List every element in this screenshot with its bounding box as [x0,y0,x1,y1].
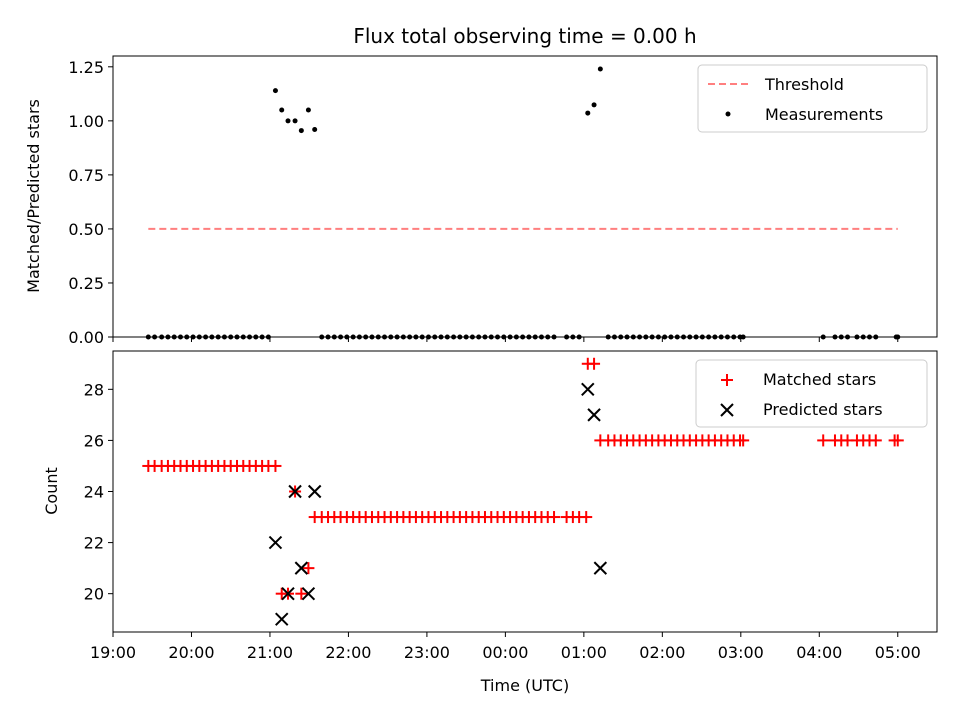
matched-star-point [891,434,904,447]
legend-matched-swatch [721,374,733,386]
matched-star-point [269,459,282,472]
predicted-star-point [288,484,302,499]
measurement-point [597,66,603,72]
x-tick-label: 22:00 [325,643,371,662]
predicted-star-point [587,408,601,422]
flux-ratio-y-tick-label: 0.75 [68,166,104,185]
x-axis-label: Time (UTC) [480,676,569,695]
star-count-y-tick-label: 26 [84,431,104,450]
x-tick-label: 21:00 [247,643,293,662]
matched-star-point [869,434,882,447]
flux-ratio-y-tick-label: 0.25 [68,274,104,293]
flux-ratio-y-tick-label: 0.00 [68,328,104,347]
measurement-point [305,107,311,113]
legend-predicted-label: Predicted stars [763,400,883,419]
flux-ratio-y-tick-label: 0.50 [68,220,104,239]
star-count-axes-frame [112,350,938,633]
matched-star-point [737,434,750,447]
matched-star-point [580,511,593,524]
measurement-point [279,107,285,113]
predicted-star-point [307,484,322,499]
predicted-star-point [268,535,283,550]
star-count-y-tick-label: 20 [84,585,104,604]
measurement-point [272,88,278,94]
star-count-y-tick-label: 24 [84,483,104,502]
star-count-y-tick-label: 28 [84,380,104,399]
flux-ratio-y-tick-label: 1.25 [68,58,104,77]
flux-ratio-legend: Threshold Measurements [697,64,928,133]
star-count-legend-box [695,359,928,428]
matched-star-point [295,587,308,600]
matched-star-point [588,357,601,370]
flux-ratio-y-tick-label: 1.00 [68,112,104,131]
chart-title: Flux total observing time = 0.00 h [353,24,696,48]
star-count-legend: Matched stars Predicted stars [695,359,928,428]
x-tick-label: 02:00 [639,643,685,662]
x-tick-label: 00:00 [482,643,528,662]
legend-measurements-label: Measurements [765,105,883,124]
measurement-point [298,128,304,134]
predicted-star-point [593,561,608,575]
x-tick-label: 23:00 [404,643,450,662]
star-count-ylabel: Count [42,467,61,515]
x-tick-label: 20:00 [168,643,214,662]
measurement-point [312,126,318,132]
legend-matched-label: Matched stars [763,370,876,389]
matched-star-point [817,434,830,447]
star-count-y-tick-label: 22 [84,534,104,553]
predicted-star-point [301,586,316,601]
predicted-star-point [294,561,309,575]
x-tick-label: 19:00 [90,643,136,662]
measurement-point [585,110,591,116]
legend-predicted-swatch [720,403,734,417]
predicted-star-point [581,382,595,397]
matched-star-point [302,562,315,575]
measurement-point [292,118,298,124]
x-tick-label: 01:00 [561,643,607,662]
x-tick-label: 05:00 [875,643,921,662]
flux-ratio-legend-box [697,64,928,133]
legend-measurements-swatch [725,111,731,117]
flux-ratio-ylabel: Matched/Predicted stars [24,99,43,293]
star-count-panel: 20 22 24 26 28 19:00 20:00 21:00 22:00 23:00 00:0… [42,350,938,695]
predicted-star-point [281,586,295,601]
flux-ratio-axes-frame [112,55,938,338]
matched-star-point [548,511,561,524]
x-tick-label: 03:00 [718,643,764,662]
flux-ratio-panel: 0.00 0.25 0.50 0.75 1.00 1.25 Matched/Predict… [24,55,938,347]
measurement-point [591,102,597,108]
measurement-point [285,118,291,124]
predicted-star-point [275,612,289,626]
legend-threshold-label: Threshold [764,75,844,94]
x-tick-label: 04:00 [796,643,842,662]
